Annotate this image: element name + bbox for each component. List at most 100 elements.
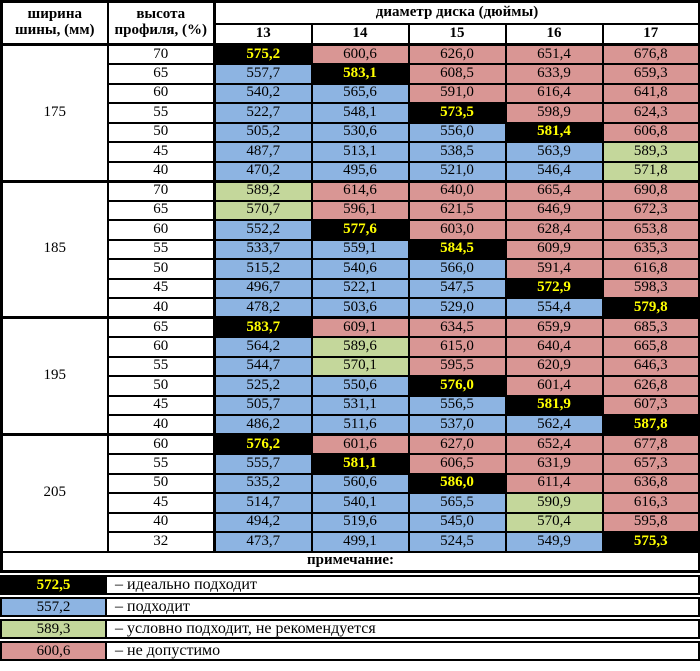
- diameter-value-cell: 572,9: [504, 277, 604, 299]
- diameter-value-cell: 589,3: [601, 141, 700, 163]
- diameter-value-cell: 573,5: [407, 102, 507, 124]
- diameter-value-cell: 545,0: [407, 511, 507, 533]
- profile-height-cell: 50: [106, 121, 216, 143]
- diameter-value-cell: 550,6: [310, 375, 410, 397]
- diameter-value-cell: 478,2: [213, 297, 313, 319]
- diameter-value-cell: 548,1: [310, 102, 410, 124]
- profile-height-cell: 50: [106, 258, 216, 280]
- diameter-value-cell: 576,2: [213, 433, 313, 455]
- diameter-value-cell: 616,8: [601, 258, 700, 280]
- diameter-value-cell: 583,1: [310, 63, 410, 85]
- table-row: 45 487,7 513,1 538,5 563,9 589,3: [2, 141, 700, 163]
- diameter-columns-row: 13 14 15 16 17: [2, 22, 700, 46]
- diameter-value-cell: 566,0: [407, 258, 507, 280]
- diameter-value-cell: 575,3: [601, 531, 700, 553]
- diameter-value-cell: 626,8: [601, 375, 700, 397]
- diameter-value-cell: 503,6: [310, 297, 410, 319]
- diameter-value-cell: 621,5: [407, 199, 507, 221]
- diameter-value-cell: 633,9: [504, 63, 604, 85]
- diameter-value-cell: 473,7: [213, 531, 313, 553]
- diameter-value-cell: 522,7: [213, 102, 313, 124]
- table-row: 55 555,7 581,1 606,5 631,9 657,3: [2, 453, 700, 475]
- diameter-value-cell: 589,6: [310, 336, 410, 358]
- diameter-value-cell: 544,7: [213, 355, 313, 377]
- diameter-column-14: 14: [310, 22, 410, 46]
- diameter-value-cell: 547,5: [407, 277, 507, 299]
- legend-item: 589,3– условно подходит, не рекомендуетс…: [0, 619, 700, 639]
- legend-label: – подходит: [107, 597, 700, 617]
- diameter-column-16: 16: [504, 22, 604, 46]
- diameter-value-cell: 495,6: [310, 160, 410, 182]
- profile-height-cell: 70: [106, 179, 216, 202]
- diameter-value-cell: 560,6: [310, 472, 410, 494]
- diameter-value-cell: 620,9: [504, 355, 604, 377]
- diameter-value-cell: 538,5: [407, 141, 507, 163]
- diameter-value-cell: 486,2: [213, 414, 313, 436]
- diameter-value-cell: 631,9: [504, 453, 604, 475]
- diameter-value-cell: 515,2: [213, 258, 313, 280]
- diameter-value-cell: 571,8: [601, 160, 700, 182]
- diameter-value-cell: 546,4: [504, 160, 604, 182]
- diameter-value-cell: 591,4: [504, 258, 604, 280]
- diameter-value-cell: 535,2: [213, 472, 313, 494]
- diameter-value-cell: 570,7: [213, 199, 313, 221]
- diameter-value-cell: 606,5: [407, 453, 507, 475]
- diameter-value-cell: 570,4: [504, 511, 604, 533]
- diameter-value-cell: 646,3: [601, 355, 700, 377]
- table-row: 50 535,2 560,6 586,0 611,4 636,8: [2, 472, 700, 494]
- diameter-value-cell: 531,1: [310, 394, 410, 416]
- diameter-value-cell: 598,9: [504, 102, 604, 124]
- diameter-column-13: 13: [213, 22, 313, 46]
- table-row: 50 525,2 550,6 576,0 601,4 626,8: [2, 375, 700, 397]
- header-profile-height-line1: высота: [136, 6, 186, 23]
- header-profile-height-line2: профиля, (%): [114, 22, 208, 38]
- table-row: 32 473,7 499,1 524,5 549,9 575,3: [2, 531, 700, 553]
- table-row: 195 65 583,7 609,1 634,5 659,9 685,3: [0, 316, 700, 436]
- header-tire-width: ширина шины, (мм): [0, 0, 109, 46]
- header-disk-diameter: диаметр диска (дюймы): [212, 0, 700, 25]
- diameter-value-cell: 487,7: [213, 141, 313, 163]
- profile-height-cell: 65: [106, 63, 216, 85]
- profile-height-cell: 40: [106, 511, 216, 533]
- profile-height-cell: 60: [106, 219, 216, 241]
- diameter-value-cell: 514,7: [213, 492, 313, 514]
- diameter-value-cell: 589,2: [213, 179, 313, 202]
- tire-width-cell: 195: [0, 316, 109, 436]
- profile-height-cell: 60: [106, 336, 216, 358]
- diameter-value-cell: 552,2: [213, 219, 313, 241]
- diameter-value-cell: 564,2: [213, 336, 313, 358]
- diameter-value-cell: 554,4: [504, 297, 604, 319]
- diameter-value-cell: 556,5: [407, 394, 507, 416]
- profile-height-cell: 60: [106, 433, 216, 455]
- diameter-value-cell: 634,5: [407, 316, 507, 338]
- diameter-value-cell: 651,4: [504, 43, 604, 65]
- diameter-value-cell: 586,0: [407, 472, 507, 494]
- table-row: 45 496,7 522,1 547,5 572,9 598,3: [2, 277, 700, 299]
- diameter-value-cell: 616,3: [601, 492, 700, 514]
- table-row: 55 544,7 570,1 595,5 620,9 646,3: [2, 355, 700, 377]
- diameter-value-cell: 529,0: [407, 297, 507, 319]
- diameter-value-cell: 513,1: [310, 141, 410, 163]
- diameter-value-cell: 628,4: [504, 219, 604, 241]
- table-row: 185 70 589,2 614,6 640,0 665,4 690,8: [0, 179, 700, 319]
- legend-label: – условно подходит, не рекомендуется: [107, 619, 700, 639]
- diameter-value-cell: 653,8: [601, 219, 700, 241]
- header-profile-height: высота профиля, (%): [106, 0, 216, 46]
- table-row: 40 470,2 495,6 521,0 546,4 571,8: [2, 160, 700, 182]
- diameter-value-cell: 607,3: [601, 394, 700, 416]
- diameter-value-cell: 519,6: [310, 511, 410, 533]
- diameter-value-cell: 627,0: [407, 433, 507, 455]
- diameter-value-cell: 665,8: [601, 336, 700, 358]
- diameter-value-cell: 583,7: [213, 316, 313, 338]
- diameter-value-cell: 624,3: [601, 102, 700, 124]
- legend-item: 557,2– подходит: [0, 597, 700, 617]
- diameter-value-cell: 606,8: [601, 121, 700, 143]
- diameter-value-cell: 581,1: [310, 453, 410, 475]
- profile-height-cell: 55: [106, 355, 216, 377]
- table-row: 55 522,7 548,1 573,5 598,9 624,3: [2, 102, 700, 124]
- diameter-value-cell: 615,0: [407, 336, 507, 358]
- diameter-value-cell: 635,3: [601, 238, 700, 260]
- diameter-value-cell: 601,6: [310, 433, 410, 455]
- legend-swatch: 557,2: [0, 597, 107, 617]
- table-row: 40 486,2 511,6 537,0 562,4 587,8: [2, 414, 700, 436]
